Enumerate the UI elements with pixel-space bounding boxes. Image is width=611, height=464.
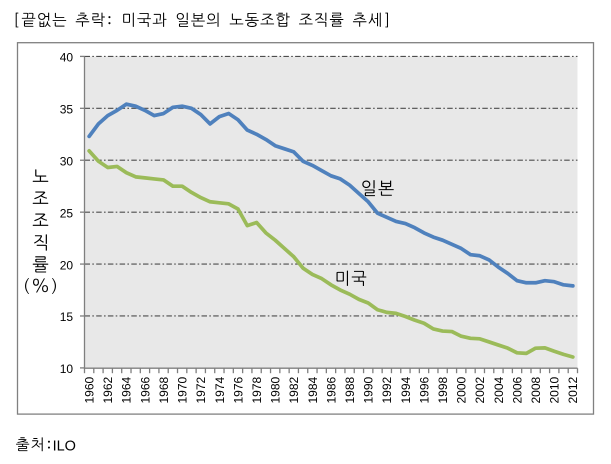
svg-text:35: 35 (60, 103, 74, 117)
svg-text:ILO: ILO (53, 439, 76, 455)
svg-text:1974: 1974 (213, 376, 227, 403)
svg-text:40: 40 (60, 51, 74, 65)
svg-text:2010: 2010 (548, 376, 562, 403)
svg-text:10: 10 (60, 362, 74, 376)
svg-text:1990: 1990 (362, 376, 376, 403)
svg-text:1988: 1988 (343, 376, 357, 403)
svg-text:1962: 1962 (101, 376, 115, 403)
svg-text:2002: 2002 (473, 376, 487, 403)
svg-text:20: 20 (60, 258, 74, 272)
svg-text:1994: 1994 (399, 376, 413, 403)
svg-text:30: 30 (60, 154, 74, 168)
svg-text:1992: 1992 (380, 376, 394, 403)
svg-text:1976: 1976 (231, 376, 245, 403)
svg-text:1964: 1964 (120, 376, 134, 403)
svg-text:2008: 2008 (529, 376, 543, 403)
svg-text:15: 15 (60, 310, 74, 324)
svg-text:1972: 1972 (194, 376, 208, 403)
svg-text:1982: 1982 (287, 376, 301, 403)
svg-text:1966: 1966 (138, 376, 152, 403)
svg-text:1984: 1984 (306, 376, 320, 403)
svg-text:1986: 1986 (324, 376, 338, 403)
svg-text:1998: 1998 (436, 376, 450, 403)
svg-text:1980: 1980 (269, 376, 283, 403)
svg-text:2012: 2012 (566, 376, 580, 403)
svg-text:1970: 1970 (176, 376, 190, 403)
svg-text:1978: 1978 (250, 376, 264, 403)
svg-text:1968: 1968 (157, 376, 171, 403)
svg-text:2004: 2004 (492, 376, 506, 403)
svg-text:1960: 1960 (83, 376, 97, 403)
svg-text:25: 25 (60, 206, 74, 220)
svg-text:1996: 1996 (417, 376, 431, 403)
svg-text:2000: 2000 (455, 376, 469, 403)
svg-text:2006: 2006 (510, 376, 524, 403)
